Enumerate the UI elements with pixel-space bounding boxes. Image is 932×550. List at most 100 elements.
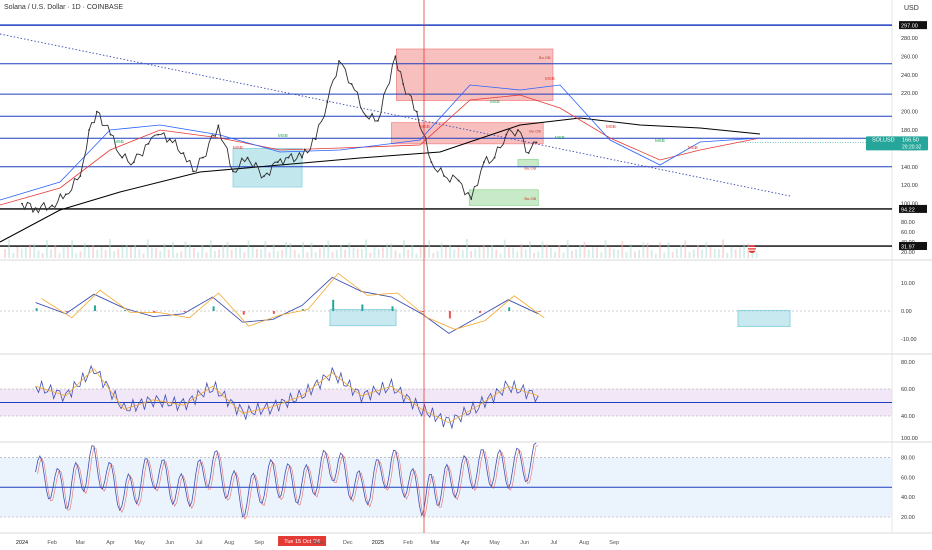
volume-bar xyxy=(272,244,275,258)
zone-label: Bu.OB xyxy=(539,55,551,60)
volume-bar xyxy=(512,247,514,258)
volume-bar xyxy=(629,244,632,258)
volume-bar xyxy=(20,248,23,258)
volume-bar xyxy=(163,243,166,258)
price-point xyxy=(394,55,397,58)
volume-bar xyxy=(394,250,397,258)
volume-bar xyxy=(289,243,292,258)
volume-bar xyxy=(256,248,258,258)
price-point xyxy=(34,207,37,210)
volume-bar xyxy=(323,245,325,258)
macd-hist-bar xyxy=(391,306,394,311)
volume-bar xyxy=(142,253,145,258)
volume-bar xyxy=(411,245,414,258)
volume-bar xyxy=(520,243,523,258)
macd-tick-label: 0.00 xyxy=(901,309,912,315)
volume-bar xyxy=(155,247,157,258)
volume-bar xyxy=(37,250,40,258)
time-tick-label: Jul xyxy=(550,540,557,546)
volume-bar xyxy=(314,252,317,258)
trendline-dotted xyxy=(0,33,791,197)
volume-bar xyxy=(4,249,6,258)
price-point xyxy=(246,156,249,159)
volume-bar xyxy=(214,251,216,258)
rsi-ma-line xyxy=(35,368,539,424)
volume-bar xyxy=(424,246,426,258)
volume-bar xyxy=(697,245,699,258)
price-point xyxy=(493,156,496,159)
volume-bar xyxy=(188,244,191,258)
volume-bar xyxy=(226,241,229,258)
volume-bar xyxy=(575,249,577,258)
us-flag-icon-stripe xyxy=(748,249,756,251)
msb-label: MSB xyxy=(114,139,124,144)
volume-bar xyxy=(684,240,687,258)
volume-bar xyxy=(621,241,624,258)
macd-hist-bar xyxy=(65,311,68,312)
volume-bar xyxy=(634,251,636,258)
price-point xyxy=(430,161,433,164)
volume-bar xyxy=(117,248,120,258)
price-point xyxy=(338,60,340,62)
volume-bar xyxy=(92,245,94,258)
volume-bar xyxy=(608,246,611,258)
time-tick-label: Feb xyxy=(403,540,412,546)
volume-bar xyxy=(205,252,208,258)
time-tick-label: Aug xyxy=(224,540,234,546)
volume-bar xyxy=(617,249,619,258)
msb-label: MSB xyxy=(490,99,500,104)
last-price-value: 166.50 xyxy=(902,137,919,143)
price-point xyxy=(21,202,23,205)
volume-bar xyxy=(516,251,519,258)
volume-bar xyxy=(718,249,720,258)
time-tick-label: May xyxy=(134,540,145,546)
volume-bar xyxy=(243,252,246,258)
price-point xyxy=(365,115,368,118)
price-label-text: 297.00 xyxy=(901,24,918,30)
volume-bar xyxy=(209,240,212,258)
volume-bar xyxy=(613,248,615,258)
volume-bar xyxy=(75,253,78,258)
volume-bar xyxy=(600,252,603,258)
volume-bar xyxy=(554,251,556,258)
volume-bar xyxy=(176,252,178,258)
time-tick-label: Jun xyxy=(520,540,529,546)
msb-label: MSB xyxy=(420,124,430,129)
volume-bar xyxy=(667,242,670,258)
volume-bar xyxy=(419,246,422,258)
volume-bar xyxy=(592,247,594,258)
volume-bar xyxy=(470,251,472,258)
price-tick-label: 220.00 xyxy=(901,91,918,97)
volume-bar xyxy=(533,252,535,258)
macd-hist-bar xyxy=(479,311,482,313)
stoch-tick-label: 60.00 xyxy=(901,475,915,481)
chart-title: Solana / U.S. Dollar · 1D · COINBASE xyxy=(4,4,124,11)
msb-label: MSB xyxy=(606,124,616,129)
price-point xyxy=(132,161,135,164)
price-point xyxy=(535,141,538,144)
msb-label: MSB xyxy=(655,138,665,143)
volume-bar xyxy=(713,248,716,258)
volume-bar xyxy=(709,247,712,258)
price-point xyxy=(276,161,279,164)
volume-bar xyxy=(487,246,489,258)
volume-bar xyxy=(167,249,170,258)
volume-bar xyxy=(461,250,464,258)
volume-bar xyxy=(377,248,380,258)
volume-bar xyxy=(319,248,321,258)
volume-bar xyxy=(25,247,27,258)
volume-bar xyxy=(335,249,338,258)
volume-bar xyxy=(88,246,90,258)
volume-bar xyxy=(650,249,653,258)
volume-bar xyxy=(33,243,36,258)
time-tick-label: Feb xyxy=(47,540,56,546)
volume-bar xyxy=(587,249,590,258)
volume-bar xyxy=(671,251,674,258)
time-tick-label: Jul xyxy=(195,540,202,546)
time-tick-label: Dec xyxy=(343,540,353,546)
price-tick-label: 60.00 xyxy=(901,230,915,236)
volume-bar xyxy=(83,242,86,258)
volume-bar xyxy=(655,253,657,258)
volume-bar xyxy=(583,241,586,258)
